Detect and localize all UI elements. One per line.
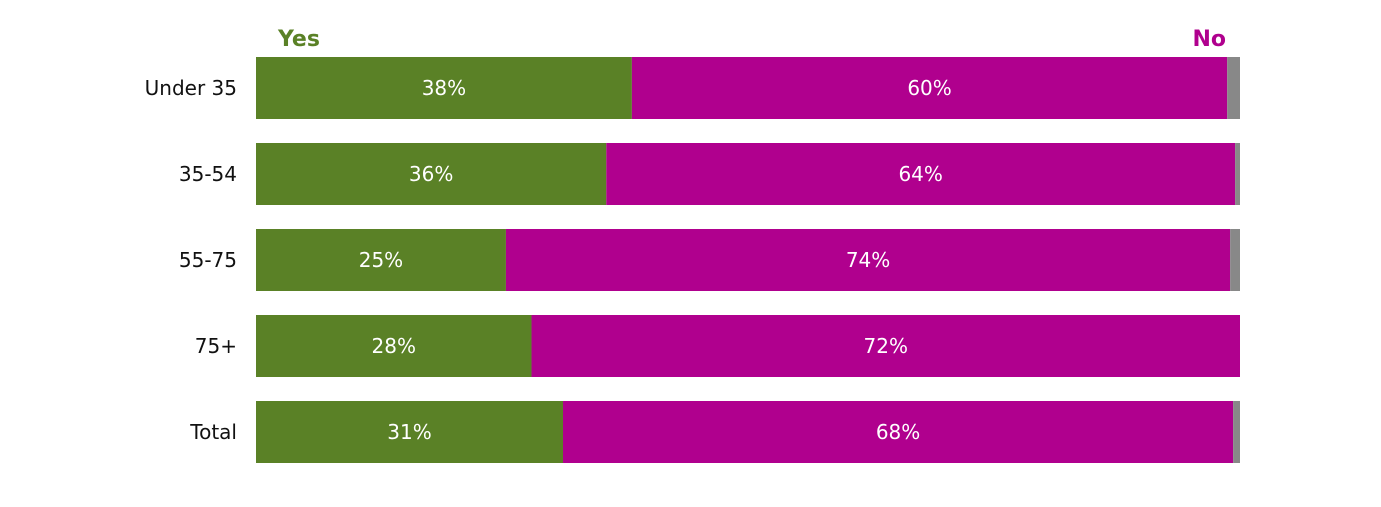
- bar-other: [1233, 401, 1240, 463]
- data-label: 31%: [387, 420, 431, 444]
- bar-no: [631, 57, 1228, 119]
- bar-no: [606, 143, 1236, 205]
- bar-yes: [256, 315, 532, 377]
- data-label: 74%: [846, 248, 890, 272]
- bar-yes: [256, 57, 632, 119]
- legend-yes: Yes: [277, 27, 320, 52]
- data-label: 36%: [409, 162, 453, 186]
- bar-other: [1230, 229, 1240, 291]
- legend-no: No: [1192, 27, 1226, 52]
- bar-other: [1227, 57, 1240, 119]
- category-label: Under 35: [145, 76, 237, 100]
- category-label: 35-54: [179, 162, 237, 186]
- data-label: 72%: [864, 334, 908, 358]
- data-label: 28%: [372, 334, 416, 358]
- data-label: 68%: [876, 420, 920, 444]
- bar-other: [1235, 143, 1240, 205]
- data-label: 25%: [359, 248, 403, 272]
- category-label: 55-75: [179, 248, 237, 272]
- data-label: 60%: [907, 76, 951, 100]
- bar-no: [563, 401, 1234, 463]
- bar-yes: [256, 143, 607, 205]
- data-label: 64%: [898, 162, 942, 186]
- data-label: 38%: [422, 76, 466, 100]
- bar-no: [531, 315, 1240, 377]
- category-label: 75+: [195, 334, 237, 358]
- bar-yes: [256, 401, 564, 463]
- category-label: Total: [189, 420, 237, 444]
- bar-yes: [256, 229, 506, 291]
- bar-no: [505, 229, 1231, 291]
